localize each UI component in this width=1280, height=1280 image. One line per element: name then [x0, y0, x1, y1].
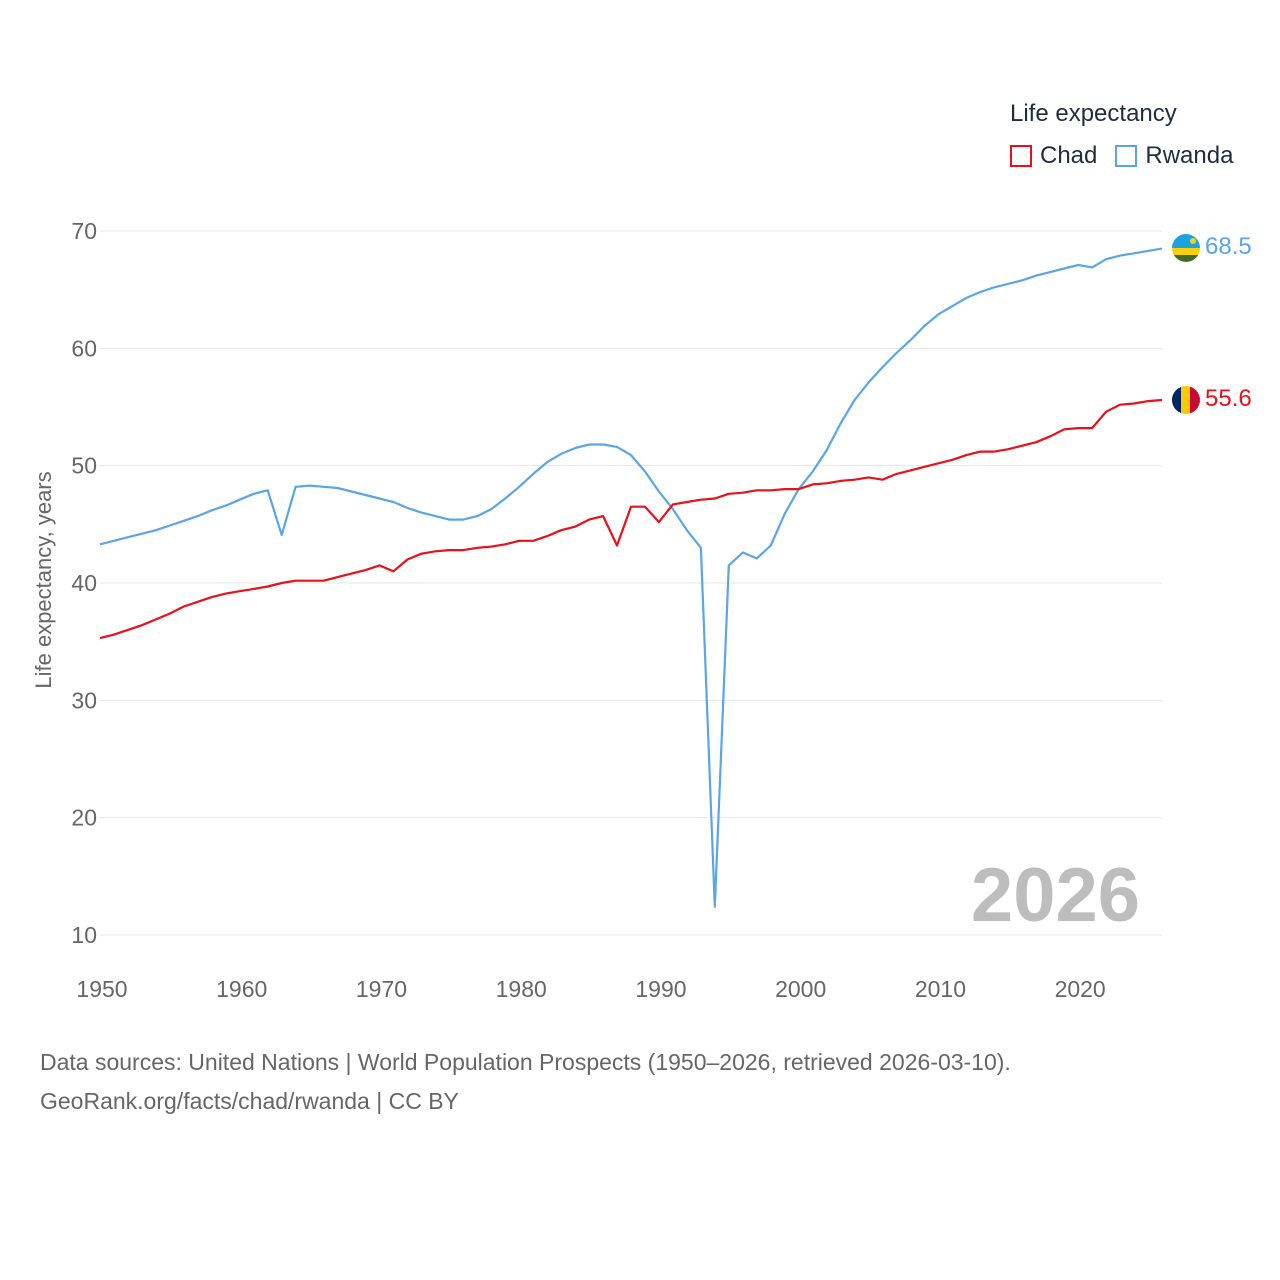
x-tick-label: 2010 — [915, 976, 966, 1002]
x-axis: 1950 1960 1970 1980 1990 2000 2010 2020 — [76, 976, 1105, 1002]
y-tick-label: 60 — [71, 335, 97, 361]
chad-end-value: 55.6 — [1205, 385, 1252, 412]
source-note: Data sources: United Nations | World Pop… — [40, 1043, 1011, 1121]
y-tick-label: 40 — [71, 570, 97, 596]
series-lines — [99, 247, 1163, 908]
y-axis: 10 20 30 40 50 60 70 — [71, 218, 97, 948]
legend-item-rwanda[interactable]: Rwanda — [1115, 142, 1233, 170]
grid-lines — [100, 230, 1162, 936]
legend-item-chad[interactable]: Chad — [1010, 142, 1097, 170]
x-tick-label: 1990 — [635, 976, 686, 1002]
chad-swatch-icon — [1010, 145, 1032, 167]
y-tick-label: 20 — [71, 805, 97, 831]
x-tick-label: 1970 — [356, 976, 407, 1002]
legend-label-rwanda: Rwanda — [1145, 142, 1234, 169]
legend: Chad Rwanda — [1010, 142, 1251, 170]
y-axis-label: Life expectancy, years — [31, 471, 56, 688]
rwanda-flag-icon — [1172, 234, 1200, 262]
series-line-chad[interactable] — [99, 398, 1163, 640]
source-line: Data sources: United Nations | World Pop… — [40, 1049, 1011, 1075]
rwanda-swatch-icon — [1115, 145, 1138, 167]
x-tick-label: 2020 — [1055, 976, 1106, 1002]
y-tick-label: 70 — [71, 218, 97, 244]
legend-label-chad: Chad — [1040, 142, 1098, 169]
x-tick-label: 2000 — [775, 976, 826, 1002]
series-line-rwanda[interactable] — [99, 247, 1163, 908]
x-tick-label: 1980 — [496, 976, 547, 1002]
y-tick-label: 10 — [71, 922, 97, 948]
legend-title: Life expectancy — [1010, 100, 1177, 127]
rwanda-end-value: 68.5 — [1205, 233, 1252, 260]
y-tick-label: 50 — [71, 453, 97, 479]
end-markers — [1172, 234, 1200, 414]
y-tick-label: 30 — [71, 687, 97, 713]
source-link[interactable]: GeoRank.org/facts/chad/rwanda | CC BY — [40, 1088, 459, 1114]
year-watermark: 2026 — [971, 853, 1140, 938]
x-tick-label: 1960 — [216, 976, 267, 1002]
chad-flag-icon — [1172, 386, 1200, 414]
x-tick-label: 1950 — [76, 976, 127, 1002]
